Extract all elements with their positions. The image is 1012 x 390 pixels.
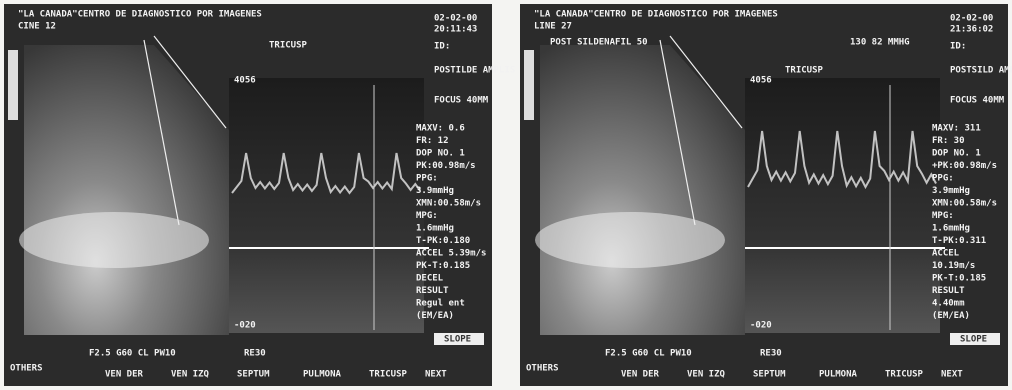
measurement: MPG: (416, 211, 438, 221)
measurement: 3.9mmHg (416, 186, 454, 196)
measurement: PK-T:0.185 (416, 261, 470, 271)
measurement: RESULT (416, 286, 449, 296)
settings: F2.5 G60 CL PW10 (605, 349, 692, 359)
menu-item: VEN IZQ (687, 370, 726, 380)
header: "LA CANADA"CENTRO DE DIAGNOSTICO POR IMA… (534, 10, 778, 20)
scale-top: 4056 (234, 76, 256, 86)
measurement: 1.6mmHg (932, 224, 970, 234)
focus: FOCUS 40MM (434, 96, 489, 106)
measurement: FR: 30 (932, 136, 965, 146)
menu-item: NEXT (425, 370, 447, 380)
time: 21:36:02 (950, 25, 993, 35)
measurement: MAXV: 311 (932, 124, 981, 134)
doppler-panel (229, 78, 424, 333)
menu-item: OTHERS (526, 364, 559, 374)
scale-bottom: -020 (750, 321, 772, 331)
soft-key: SLOPE (960, 335, 987, 345)
screenshot: "LA CANADA"CENTRO DE DIAGNOSTICO POR IMA… (0, 0, 1012, 390)
view: TRICUSP (785, 66, 824, 76)
pressure: 130 82 MMHG (850, 38, 910, 48)
gray-bar (524, 50, 534, 120)
settings: F2.5 G60 CL PW10 (89, 349, 176, 359)
menu-item: SEPTUM (237, 370, 270, 380)
measurement: (EM/EA) (932, 311, 970, 321)
measurement: PPG: (416, 174, 438, 184)
measurement: +PK:00.98m/s (932, 161, 997, 171)
measurement: RESULT (932, 286, 965, 296)
header: "LA CANADA"CENTRO DE DIAGNOSTICO POR IMA… (18, 10, 262, 20)
menu-item: PULMONA (303, 370, 342, 380)
id: ID: (434, 42, 450, 52)
menu-item: TRICUSP (369, 370, 408, 380)
date: 02-02-00 (434, 14, 477, 24)
measurement: ACCEL (932, 249, 960, 259)
menu-item: OTHERS (10, 364, 43, 374)
measurement: DOP NO. 1 (932, 149, 981, 159)
measurement: XMN:00.58m/s (416, 199, 481, 209)
menu-item: VEN IZQ (171, 370, 210, 380)
menu-item: SEPTUM (753, 370, 786, 380)
measurement: 10.19m/s (932, 261, 975, 271)
measurement: (EM/EA) (416, 311, 454, 321)
measurement: XMN:00.58m/s (932, 199, 997, 209)
note: POSTILDE AMPLIS 50 (434, 66, 532, 76)
measurement: ACCEL 5.39m/s (416, 249, 486, 259)
menu-item: VEN DER (105, 370, 144, 380)
scale-bottom: -020 (234, 321, 256, 331)
cine: CINE 12 (18, 22, 56, 32)
subtitle: POST SILDENAFIL 50 (550, 38, 648, 48)
menu-item: NEXT (941, 370, 963, 380)
measurement: T-PK:0.180 (416, 236, 470, 246)
scale-top: 4056 (750, 76, 772, 86)
gray-bar (8, 50, 18, 120)
view: TRICUSP (269, 41, 308, 51)
measurement: MPG: (932, 211, 954, 221)
menu-item: VEN DER (621, 370, 660, 380)
cine: LINE 27 (534, 22, 572, 32)
time: 20:11:43 (434, 25, 477, 35)
measurement: FR: 12 (416, 136, 449, 146)
focus: FOCUS 40MM (950, 96, 1005, 106)
measurement: PPG: (932, 174, 954, 184)
measurement: MAXV: 0.6 (416, 124, 465, 134)
date: 02-02-00 (950, 14, 993, 24)
measurement: 1.6mmHg (416, 224, 454, 234)
echo-bright (535, 212, 725, 268)
measurement: Regul ent (416, 299, 465, 309)
page: {"panels": [ {"header": "\"LA CANADA\"CE… (0, 0, 1012, 390)
doppler-panel (745, 78, 940, 333)
re: RE30 (760, 349, 782, 359)
note: POSTSILD AMPLI50 (950, 66, 1012, 76)
menu-item: TRICUSP (885, 370, 924, 380)
measurement: DOP NO. 1 (416, 149, 465, 159)
measurement: PK:00.98m/s (416, 161, 476, 171)
echo-bright (19, 212, 209, 268)
menu-item: PULMONA (819, 370, 858, 380)
measurement: DECEL (416, 274, 444, 284)
id: ID: (950, 42, 966, 52)
soft-key: SLOPE (444, 335, 471, 345)
re: RE30 (244, 349, 266, 359)
measurement: 4.40mm (932, 299, 965, 309)
measurement: T-PK:0.311 (932, 236, 986, 246)
measurement: 3.9mmHg (932, 186, 970, 196)
measurement: PK-T:0.185 (932, 274, 986, 284)
